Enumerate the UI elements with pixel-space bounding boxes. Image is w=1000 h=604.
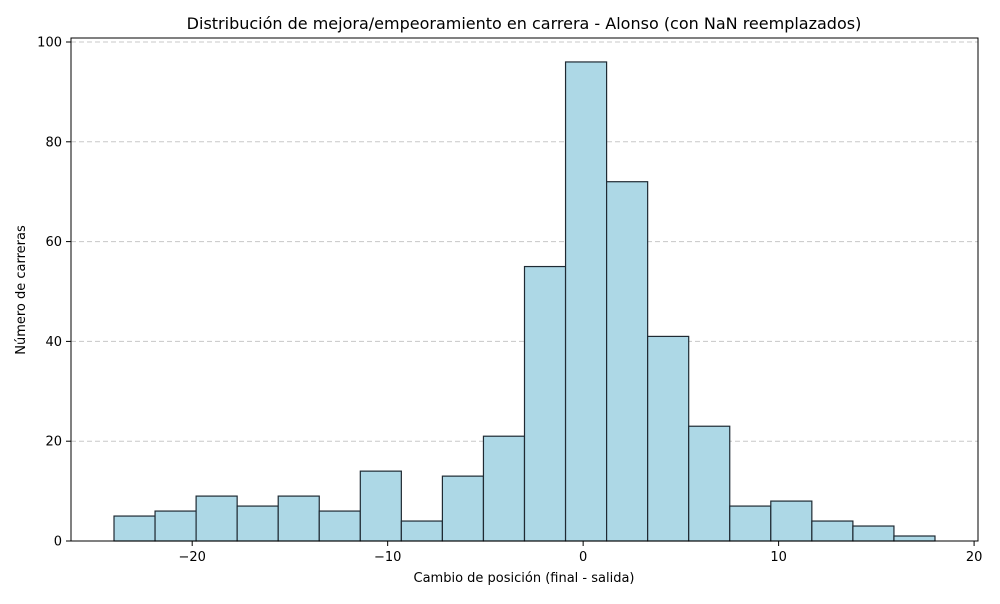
histogram-bar [564, 61, 608, 542]
histogram-bar [318, 510, 361, 542]
histogram-bar [113, 515, 156, 542]
histogram-bar [729, 505, 772, 542]
x-tick-label: 20 [966, 550, 983, 565]
y-tick-label: 40 [45, 335, 62, 350]
histogram-bar [195, 495, 238, 542]
histogram-bar [770, 500, 813, 542]
histogram-bar [482, 435, 526, 542]
histogram-bar [277, 495, 320, 542]
histogram-bar [400, 520, 444, 542]
histogram-bar [359, 470, 402, 542]
x-tick-label: −20 [178, 550, 205, 565]
y-tick-label: 0 [54, 535, 62, 550]
histogram-bar [852, 525, 895, 542]
x-axis-ticks: −20 −10 0 10 20 [178, 541, 982, 565]
histogram-bar [811, 520, 854, 542]
histogram-bar [647, 335, 690, 542]
y-tick-label: 20 [45, 435, 62, 450]
y-tick-label: 60 [45, 235, 62, 250]
histogram-bar [154, 510, 197, 542]
y-axis-label: Número de carreras [14, 225, 29, 355]
histogram-bar [605, 181, 649, 542]
y-tick-label: 80 [45, 135, 62, 150]
grid-lines [71, 41, 978, 442]
histogram-bar [236, 505, 279, 542]
histogram-bar [523, 265, 567, 542]
histogram-bar [893, 535, 936, 542]
plot-frame [70, 37, 979, 542]
x-tick-label: 10 [770, 550, 787, 565]
x-tick-label: 0 [579, 550, 587, 565]
x-axis-label: Cambio de posición (final - salida) [414, 571, 635, 586]
y-tick-label: 100 [37, 35, 62, 50]
histogram-bar [441, 475, 485, 542]
x-tick-label: −10 [374, 550, 401, 565]
histogram-bar [688, 425, 731, 542]
histogram-bars [113, 61, 936, 542]
y-axis-ticks: 0 20 40 60 80 100 [37, 35, 71, 550]
chart-title: Distribución de mejora/empeoramiento en … [187, 14, 862, 33]
